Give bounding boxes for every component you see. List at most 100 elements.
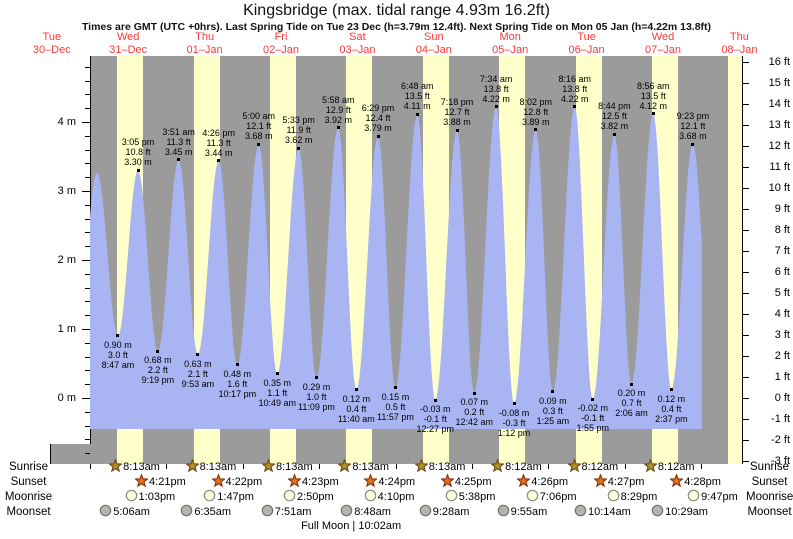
tide-extreme-label-line: 10:49 am (258, 397, 296, 408)
sunset-entry: 4:24pm (363, 473, 415, 490)
tide-extreme-label-line: 13.8 ft (483, 83, 509, 94)
day-label-dow: Wed (116, 31, 140, 43)
day-label-date: 02–Jan (262, 43, 300, 56)
tide-extreme-label-line: -0.1 ft (581, 413, 605, 424)
day-boundary-tick (90, 464, 91, 469)
right-axis-label: 0 ft (774, 392, 790, 404)
chart-subtitle: Times are GMT (UTC +0hrs). Last Spring T… (81, 21, 712, 33)
tide-extreme-label-line: 2:06 am (615, 408, 648, 419)
right-axis-label: -2 ft (771, 434, 790, 447)
tide-extreme-label-line: 0.4 ft (661, 403, 682, 414)
left-axis-tick (85, 273, 90, 275)
tide-extreme-dot (629, 382, 633, 386)
moonset-circle-icon (261, 504, 275, 520)
left-axis-label: 0 m (57, 392, 76, 404)
tide-extreme-label: 8:44 pm 12.5 ft 3.82 m (582, 101, 646, 131)
tide-extreme-label-line: 2:37 pm (655, 413, 688, 424)
left-axis-label: 3 m (57, 185, 76, 197)
tide-extreme-label: 3:51 am 11.3 ft 3.45 m (147, 127, 211, 157)
moonrise-circle-icon (364, 489, 378, 505)
left-axis-tick (82, 329, 90, 330)
right-axis-label: 5 ft (774, 286, 790, 299)
right-axis-label: -1 ft (771, 413, 790, 426)
day-label-date: 08–Jan (721, 43, 758, 56)
tide-extreme-label-line: 12.1 ft (680, 121, 706, 132)
tide-extreme-dot (551, 390, 555, 394)
day-boundary-tick (701, 464, 703, 469)
tide-extreme-label-line: 10:17 pm (218, 388, 257, 399)
tide-extreme-label-line: -0.03 m (419, 404, 451, 415)
moonrise-entry: 5:38pm (445, 489, 495, 504)
moonset-time: 9:28am (432, 506, 470, 518)
sunrise-star-icon (260, 458, 276, 475)
tide-extreme-label: 0.29 m 1.0 ft 11:09 pm (284, 382, 348, 412)
sunrise-time: 8:13am (352, 461, 390, 473)
tide-extreme-dot (612, 132, 616, 136)
tide-extreme-label: 0.68 m 2.2 ft 9:19 pm (126, 355, 190, 385)
moonset-time: 5:06am (113, 506, 150, 518)
tide-extreme-label-line: 11.9 ft (286, 125, 311, 136)
moonset-entry: 10:29am (651, 504, 708, 519)
tide-extreme-label: 7:34 am 13.8 ft 4.22 m (464, 74, 528, 104)
tide-extreme-dot (217, 159, 221, 163)
tide-extreme-label-line: 12.4 ft (365, 113, 391, 124)
right-axis-label: 7 ft (774, 244, 790, 257)
sunset-star-icon (363, 473, 379, 490)
right-axis-tick (743, 355, 749, 357)
full-moon-annotation: Full Moon | 10:02am (301, 520, 402, 532)
tide-extreme-label-line: 0.5 ft (385, 401, 406, 412)
moonset-circle-icon (574, 504, 588, 520)
moonset-time: 6:35am (194, 506, 232, 518)
moonrise-entry: 9:47pm (687, 489, 738, 504)
tide-extreme-label-line: 3.30 m (124, 157, 152, 168)
left-axis-label: 2 m (57, 254, 76, 266)
tide-extreme-label-line: 8:02 pm (519, 96, 553, 107)
tide-extreme-label-line: 9:53 am (181, 378, 215, 389)
right-axis-tick (743, 208, 749, 210)
day-label: Mon 05–Jan (470, 31, 550, 56)
right-axis-tick (743, 187, 749, 189)
tide-extreme-label-line: 3.62 m (284, 135, 313, 146)
sunset-entry: 4:27pm (592, 473, 644, 490)
row-label-sunset-right: Sunset (751, 476, 788, 488)
left-axis-label: 1 m (57, 323, 76, 335)
moonset-circle-icon (419, 504, 433, 520)
day-label: Wed 31–Dec (88, 31, 168, 56)
tide-extreme-label-line: 13.8 ft (562, 83, 588, 94)
sunset-star-icon (592, 473, 608, 490)
tide-extreme-label: 0.63 m 2.1 ft 9:53 am (166, 359, 230, 389)
tide-extreme-label-line: 0.48 m (223, 368, 252, 379)
left-axis-tick (85, 411, 90, 413)
sunrise-entry: 8:12am (566, 458, 618, 474)
tide-extreme-label-line: 5:58 am (321, 94, 355, 105)
tide-extreme-label-line: 12.8 ft (523, 106, 549, 117)
tide-extreme-label: 6:48 am 13.5 ft 4.11 m (385, 81, 449, 111)
left-axis-tick (85, 287, 90, 289)
day-label-date: 30–Dec (32, 43, 71, 56)
day-label-dow: Thu (195, 31, 215, 43)
tide-extreme-label-line: 0.4 ft (346, 403, 367, 414)
moonrise-entry: 1:03pm (125, 489, 175, 504)
tide-extreme-label: 5:33 pm 11.9 ft 3.62 m (267, 115, 331, 145)
sunrise-entry: 8:13am (108, 458, 160, 474)
daylight-band (728, 56, 742, 464)
sunrise-entry: 8:13am (260, 458, 313, 475)
right-axis-label: 8 ft (774, 223, 790, 236)
moonset-time: 10:29am (665, 506, 708, 518)
right-axis-tick (743, 124, 749, 126)
day-label: Thu 01–Jan (165, 31, 245, 56)
tide-extreme-label-line: 0.3 ft (542, 405, 563, 416)
right-axis-tick (743, 61, 749, 63)
moonrise-time: 1:47pm (217, 491, 254, 503)
left-axis-tick (85, 356, 90, 358)
left-axis-tick (85, 66, 90, 68)
row-label-sunset-left: Sunset (10, 476, 47, 488)
tide-extreme-dot (116, 334, 120, 338)
sunset-time: 4:22pm (225, 476, 263, 488)
day-label-dow: Mon (499, 31, 521, 43)
tide-extreme-label-line: 3.0 ft (107, 349, 128, 360)
tide-extreme-label-line: 0.63 m (184, 358, 212, 369)
day-label: Sat 03–Jan (317, 31, 397, 56)
right-axis-label: 16 ft (768, 55, 790, 68)
